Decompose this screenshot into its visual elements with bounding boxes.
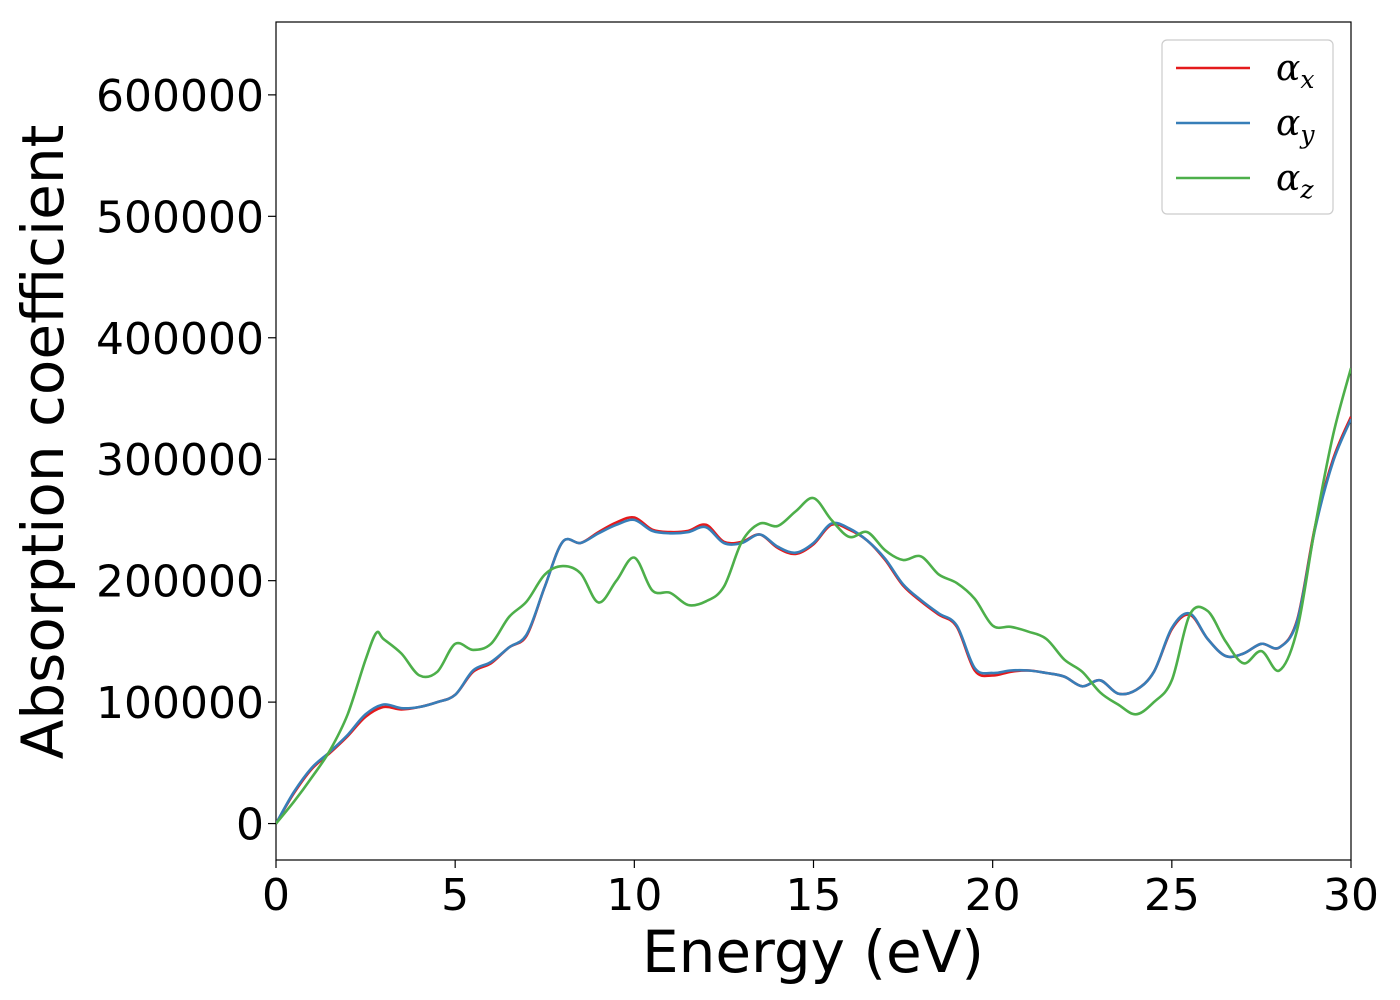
y-tick-label: 500000 bbox=[96, 192, 264, 243]
y-tick-label: 600000 bbox=[96, 71, 264, 122]
y-tick-label: 400000 bbox=[96, 314, 264, 365]
series-line-x bbox=[276, 416, 1351, 825]
y-axis-title: Absorption coefficient bbox=[9, 125, 77, 760]
y-tick-label: 100000 bbox=[96, 678, 264, 729]
series-layer bbox=[276, 367, 1351, 825]
series-line-z bbox=[276, 367, 1351, 825]
x-tick-label: 0 bbox=[262, 870, 290, 921]
x-axis-title: Energy (eV) bbox=[642, 918, 984, 986]
y-tick-label: 300000 bbox=[96, 435, 264, 486]
x-tick-label: 20 bbox=[965, 870, 1021, 921]
y-tick-label: 0 bbox=[236, 800, 264, 851]
x-tick-label: 5 bbox=[441, 870, 469, 921]
y-axis-ticks: 0 100000 200000 300000 400000 500000 600000 bbox=[96, 71, 276, 851]
y-tick-label: 200000 bbox=[96, 557, 264, 608]
x-tick-label: 10 bbox=[606, 870, 662, 921]
x-tick-label: 25 bbox=[1144, 870, 1200, 921]
series-line-y bbox=[276, 418, 1351, 825]
legend-box bbox=[1161, 39, 1334, 215]
x-tick-label: 15 bbox=[786, 870, 842, 921]
x-axis-ticks: 0 5 10 15 20 25 30 bbox=[262, 860, 1379, 921]
x-tick-label: 30 bbox=[1323, 870, 1379, 921]
